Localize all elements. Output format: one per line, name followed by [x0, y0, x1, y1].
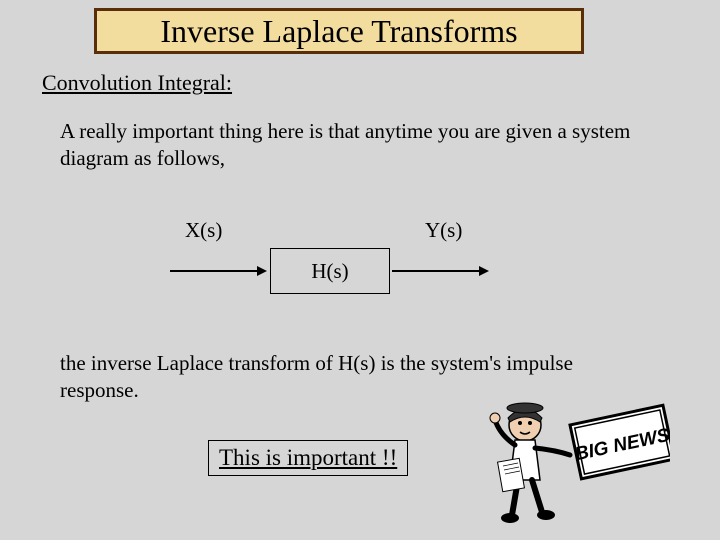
newsboy-icon: BIG NEWS — [470, 390, 670, 530]
output-label: Y(s) — [425, 218, 462, 243]
newsboy-illustration: BIG NEWS — [470, 390, 670, 530]
intro-paragraph: A really important thing here is that an… — [60, 118, 660, 173]
input-arrow — [170, 270, 265, 272]
title-box: Inverse Laplace Transforms — [94, 8, 584, 54]
input-label: X(s) — [185, 218, 222, 243]
transfer-function-box: H(s) — [270, 248, 390, 294]
output-arrow — [392, 270, 487, 272]
page-title: Inverse Laplace Transforms — [160, 13, 517, 50]
system-diagram: X(s) Y(s) H(s) — [130, 218, 530, 308]
section-subtitle: Convolution Integral: — [42, 70, 232, 96]
important-callout: This is important !! — [208, 440, 408, 476]
